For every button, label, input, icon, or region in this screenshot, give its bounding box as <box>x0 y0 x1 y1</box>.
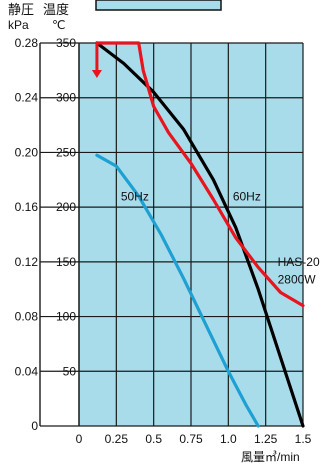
series-line-heater <box>95 41 305 308</box>
x-tick-label: 0.5 <box>145 432 162 446</box>
top-legend-box <box>95 0 222 11</box>
y-left-tick-label: 0.16 <box>15 200 39 214</box>
x-tick-label: 1.5 <box>295 432 312 446</box>
annotation-label: 2800W <box>278 273 317 287</box>
x-axis-label: 風量㎥/min <box>241 450 300 464</box>
y-left-tick-label: 0.04 <box>15 364 39 378</box>
annotation-label: 60Hz <box>233 189 261 203</box>
series-line-fan_50hz <box>95 153 260 428</box>
y-right-title: 温度 <box>43 2 69 17</box>
x-tick-label: 0.25 <box>105 432 129 446</box>
annotations: 50Hz 60Hz HAS-20 2800W <box>121 189 320 286</box>
x-tick-label: 0 <box>76 432 83 446</box>
y-left-tick-label: 0.20 <box>15 145 39 159</box>
y-right-tick-label: 100 <box>56 310 76 324</box>
y-right-tick-label: 250 <box>56 145 76 159</box>
y-right-tick-label: 50 <box>63 364 77 378</box>
y-left-tick-label: 0.28 <box>15 36 39 50</box>
tick-labels: 0 0.04 0.08 0.12 0.16 0.20 0.24 0.28 50 100 150 200… <box>15 36 312 446</box>
y-right-unit: ℃ <box>52 18 65 32</box>
series-group <box>91 41 305 428</box>
x-tick-label: 0.75 <box>179 432 203 446</box>
series-line-fan_60hz <box>95 41 305 428</box>
y-right-tick-label: 300 <box>56 91 76 105</box>
arrow-head <box>91 70 102 79</box>
y-right-tick-label: 200 <box>56 200 76 214</box>
y-left-unit: kPa <box>8 18 29 32</box>
x-tick-label: 1.0 <box>220 432 237 446</box>
y-right-tick-label: 150 <box>56 255 76 269</box>
y-left-title: 静圧 <box>8 2 34 17</box>
y-left-tick-label: 0.08 <box>15 310 39 324</box>
x-tick-label: 1.25 <box>254 432 278 446</box>
annotation-label: HAS-20 <box>278 255 320 269</box>
y-right-tick-label: 350 <box>56 36 76 50</box>
y-left-tick-label: 0.24 <box>15 91 39 105</box>
annotation-label: 50Hz <box>121 189 149 203</box>
y-left-tick-label: 0 <box>31 419 38 433</box>
y-left-tick-label: 0.12 <box>15 255 39 269</box>
